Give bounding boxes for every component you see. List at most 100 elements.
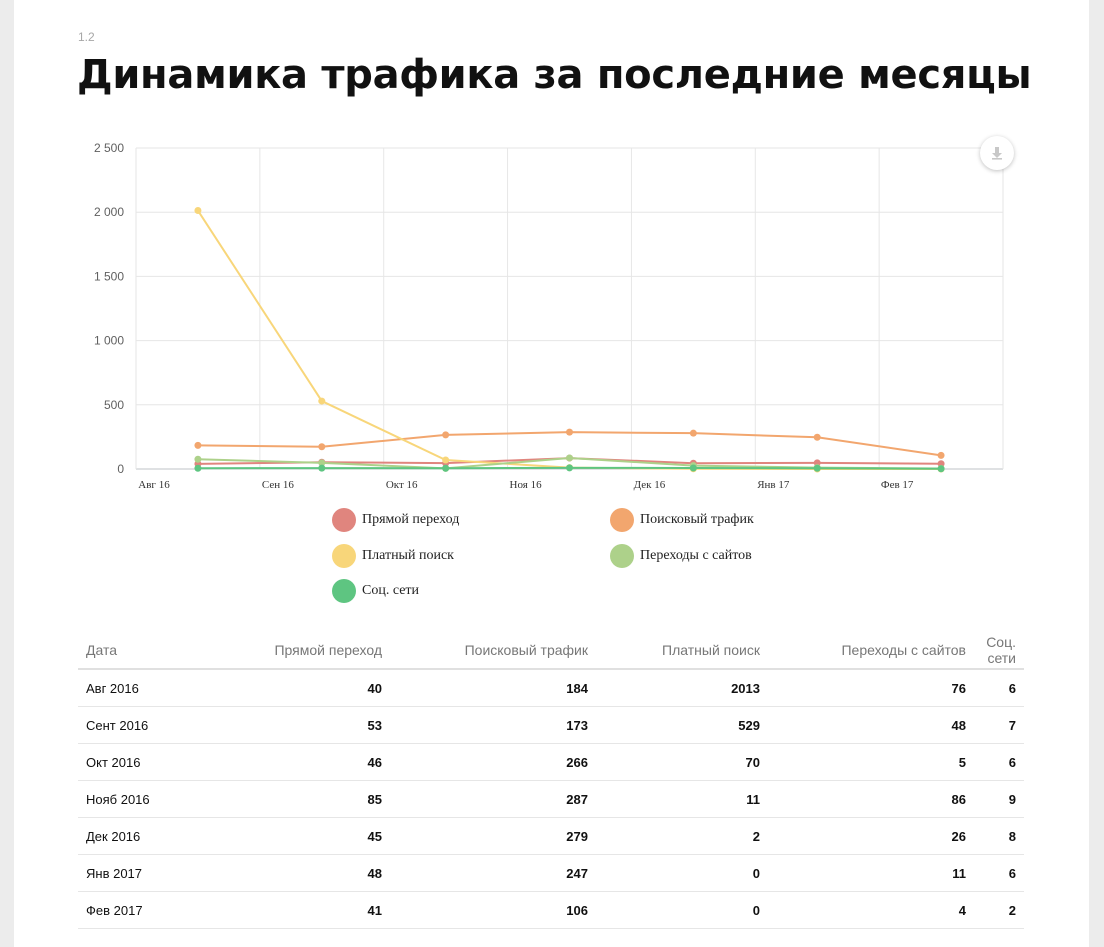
table-cell-value: 46 [204,743,390,781]
table-cell-value: 76 [768,669,974,707]
table-cell-value: 48 [768,706,974,744]
table-cell-value: 0 [596,854,768,892]
table-cell-date: Авг 2016 [78,669,204,707]
column-header-direct: Прямой переход [204,632,390,670]
table-cell-value: 184 [390,669,596,707]
table-row: Авг 2016 40 184 2013 76 6 [78,669,1024,707]
legend-marker [610,544,634,568]
legend-label: Соц. сети [362,583,420,598]
table-cell-value: 7 [974,706,1024,744]
table-cell-value: 11 [768,854,974,892]
data-point[interactable] [318,459,326,467]
table-cell-date: Фев 2017 [78,891,204,929]
table-cell-value: 0 [596,891,768,929]
table-cell-value: 86 [768,780,974,818]
table-cell-value: 8 [974,817,1024,855]
data-point[interactable] [194,207,202,215]
table-cell-date: Окт 2016 [78,743,204,781]
table-cell-date: Янв 2017 [78,854,204,892]
data-point[interactable] [566,464,573,472]
table-cell-value: 48 [204,854,390,892]
data-point[interactable] [813,433,821,441]
chart-legend: Прямой переход Поисковый трафик Платный по… [332,508,812,608]
export-button[interactable] [980,136,1014,170]
data-point[interactable] [689,429,697,437]
table-row: Фев 2017 41 106 0 4 2 [78,891,1024,929]
table-cell-value: 85 [204,780,390,818]
table-row: Янв 2017 48 247 0 11 6 [78,854,1024,892]
traffic-table: Дата Прямой переход Поисковый трафик Пла… [78,632,1024,929]
column-header-search: Поисковый трафик [390,632,596,670]
y-tick-label: 2 500 [94,141,124,155]
legend-marker [610,508,634,532]
y-tick-label: 2 000 [94,205,124,219]
table-cell-value: 26 [768,817,974,855]
x-tick-label: Янв 17 [757,479,790,491]
data-point[interactable] [318,464,326,472]
x-tick-label: Ноя 16 [510,479,543,491]
table-row: Дек 2016 45 279 2 26 8 [78,817,1024,855]
x-tick-label: Авг 16 [138,479,170,491]
table-cell-value: 279 [390,817,596,855]
y-tick-label: 0 [117,462,124,476]
column-header-paid: Платный поиск [596,632,768,670]
page-title: Динамика трафика за последние месяцы [77,52,1032,98]
table-cell-value: 70 [596,743,768,781]
data-point[interactable] [813,464,821,472]
x-tick-label: Сен 16 [262,479,294,491]
data-point[interactable] [566,428,573,436]
data-point[interactable] [442,456,450,464]
data-point[interactable] [194,441,202,449]
data-point[interactable] [566,454,573,462]
legend-label: Прямой переход [362,512,460,527]
data-point[interactable] [194,455,202,463]
data-point[interactable] [937,451,945,459]
table-cell-value: 40 [204,669,390,707]
column-header-date: Дата [78,632,204,670]
data-point[interactable] [689,464,697,472]
data-point[interactable] [442,431,450,439]
table-cell-value: 2 [596,817,768,855]
table-cell-value: 41 [204,891,390,929]
table-cell-value: 53 [204,706,390,744]
legend-marker [332,544,356,568]
table-cell-value: 247 [390,854,596,892]
legend-label: Переходы с сайтов [640,548,752,563]
legend-marker [332,508,356,532]
data-point[interactable] [318,397,326,405]
table-row: Сент 2016 53 173 529 48 7 [78,706,1024,744]
y-tick-label: 500 [104,398,124,412]
table-cell-value: 2013 [596,669,768,707]
table-cell-date: Сент 2016 [78,706,204,744]
download-icon [992,147,1002,160]
table-cell-value: 173 [390,706,596,744]
legend-item[interactable]: Поисковый трафик [610,508,754,532]
column-header-social: Соц. сети [974,632,1024,670]
table-cell-date: Нояб 2016 [78,780,204,818]
table-header-row: Дата Прямой переход Поисковый трафик Пла… [78,632,1024,670]
legend-item[interactable]: Платный поиск [332,544,454,568]
table-cell-value: 6 [974,669,1024,707]
data-point[interactable] [318,443,326,451]
chart-series [194,207,945,473]
x-axis-ticks: Авг 16 Сен 16 Окт 16 Ноя 16 Дек 16 Янв 17 Фев … [138,479,914,491]
legend-item[interactable]: Прямой переход [332,508,459,532]
table-cell-value: 6 [974,743,1024,781]
data-point[interactable] [442,464,450,472]
data-point[interactable] [194,464,202,472]
table-row: Окт 2016 46 266 70 5 6 [78,743,1024,781]
report-page: 1.2 Динамика трафика за последние месяцы… [14,0,1089,947]
traffic-line-chart: 0 500 1 000 1 500 2 000 2 500 Авг 16 Сен 16 Окт… [94,141,1004,491]
table-cell-value: 6 [974,854,1024,892]
legend-item[interactable]: Соц. сети [332,579,419,603]
x-tick-label: Дек 16 [634,479,666,491]
data-point[interactable] [937,465,945,473]
legend-label: Платный поиск [362,548,454,563]
legend-item[interactable]: Переходы с сайтов [610,544,752,568]
table-row: Нояб 2016 85 287 11 86 9 [78,780,1024,818]
table-cell-value: 11 [596,780,768,818]
x-tick-label: Окт 16 [386,479,418,491]
table-cell-value: 106 [390,891,596,929]
legend-marker [332,579,356,603]
table-cell-value: 5 [768,743,974,781]
